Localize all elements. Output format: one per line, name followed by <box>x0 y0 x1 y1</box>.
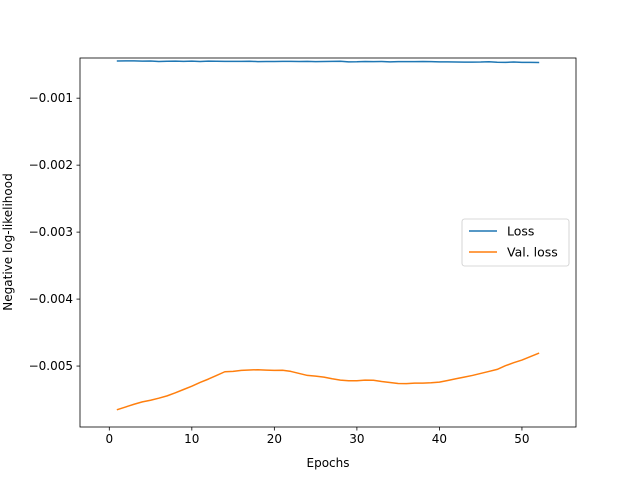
y-tick-label: −0.005 <box>29 359 73 373</box>
x-tick-label: 10 <box>184 432 199 446</box>
y-axis-label: Negative log-likelihood <box>1 173 15 310</box>
x-tick-label: 20 <box>267 432 282 446</box>
series-line-loss <box>116 60 540 64</box>
x-tick-label: 40 <box>432 432 447 446</box>
y-tick-label: −0.003 <box>29 225 73 239</box>
y-tick-label: −0.004 <box>29 292 73 306</box>
legend-label-val-loss: Val. loss <box>507 245 558 260</box>
y-tick-label: −0.002 <box>29 158 73 172</box>
legend: Loss Val. loss <box>461 218 570 267</box>
y-tick-label: −0.001 <box>29 91 73 105</box>
axes: 0 10 20 30 40 50 −0.005 −0.004 −0.003 −0.002 −0.00… <box>29 57 577 446</box>
x-tick-label: 0 <box>105 432 113 446</box>
x-tick-label: 30 <box>349 432 364 446</box>
legend-label-loss: Loss <box>507 224 534 239</box>
plot-area <box>116 60 540 411</box>
axes-frame <box>79 57 577 428</box>
x-axis-label: Epochs <box>307 456 350 470</box>
x-tick-label: 50 <box>514 432 529 446</box>
series-line-val-loss <box>116 352 540 411</box>
